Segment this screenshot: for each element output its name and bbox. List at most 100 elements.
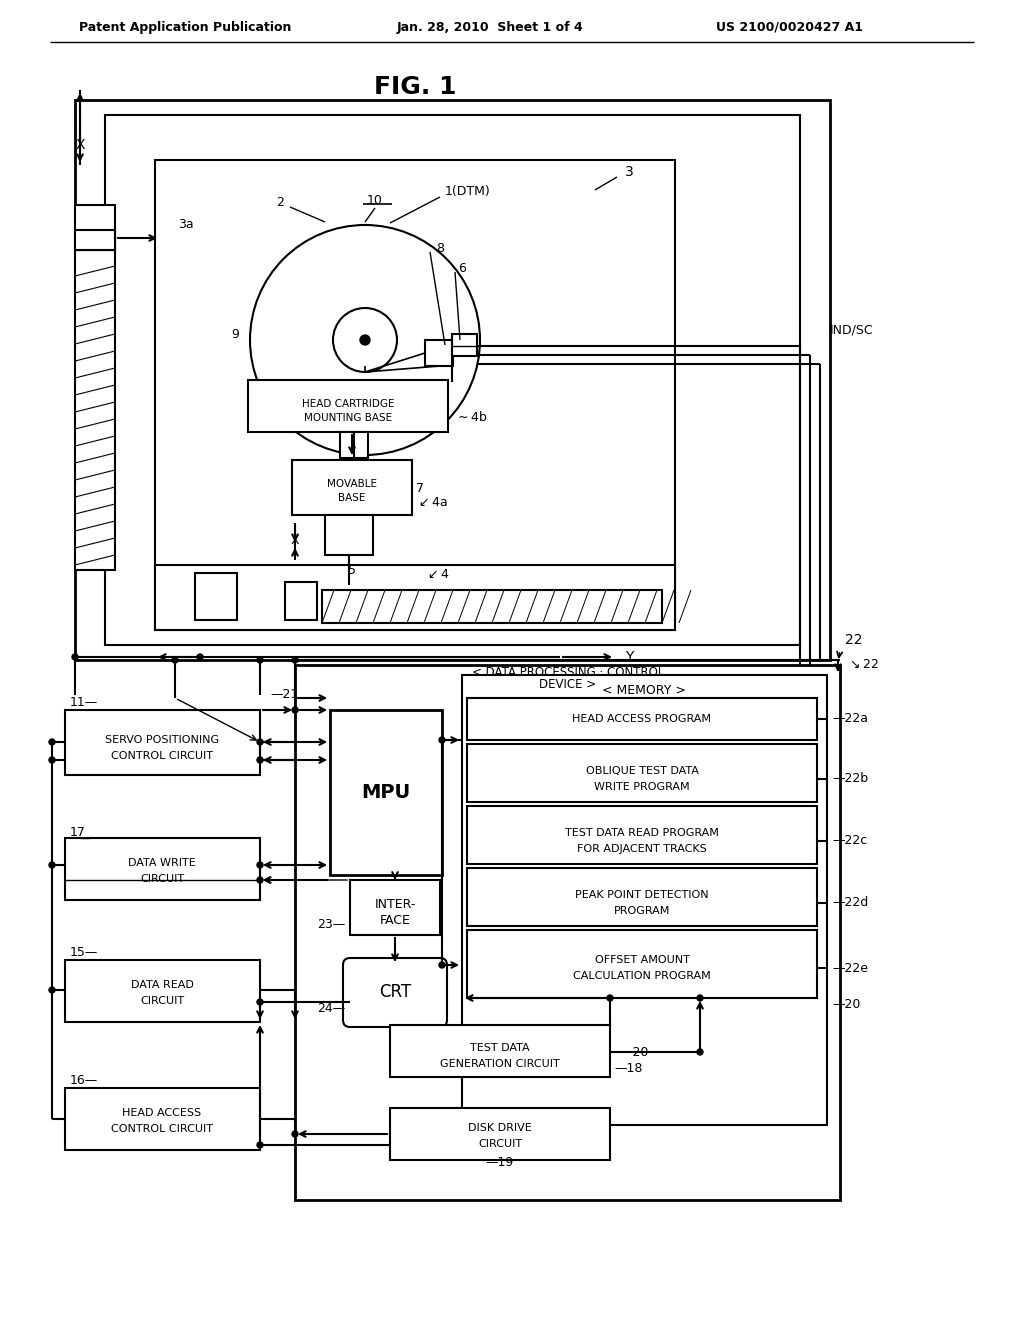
Bar [462,675,827,1125]
Bar [75,205,115,249]
Bar [467,931,817,998]
Bar [65,1088,260,1150]
Circle shape [292,657,298,663]
Circle shape [49,987,55,993]
Circle shape [292,708,298,713]
Bar [65,710,260,775]
Text: $\swarrow$4: $\swarrow$4 [425,569,450,582]
Circle shape [697,1049,703,1055]
Bar [350,880,440,935]
Text: X: X [75,139,85,152]
Text: 23—: 23— [316,917,345,931]
Text: CIRCUIT: CIRCUIT [140,874,184,884]
Text: 1(DTM): 1(DTM) [445,186,490,198]
Bar [75,100,830,660]
FancyBboxPatch shape [343,958,447,1027]
Text: 22: 22 [845,634,862,647]
Text: MOUNTING BASE: MOUNTING BASE [304,413,392,422]
Bar [467,744,817,803]
Bar [105,115,800,645]
Bar [330,710,442,875]
Bar [65,838,260,900]
Text: CONTROL CIRCUIT: CONTROL CIRCUIT [111,751,213,762]
Bar [467,807,817,865]
Text: OBLIQUE TEST DATA: OBLIQUE TEST DATA [586,766,698,776]
Circle shape [257,862,263,869]
Circle shape [257,1142,263,1148]
Bar [390,1026,610,1077]
Text: MOVABLE: MOVABLE [327,479,377,488]
Text: MPU: MPU [361,783,411,801]
Text: GENERATION CIRCUIT: GENERATION CIRCUIT [440,1059,560,1069]
Text: HEAD ACCESS: HEAD ACCESS [123,1107,202,1118]
Text: 6: 6 [458,261,466,275]
Circle shape [257,876,263,883]
Text: $\searrow$22: $\searrow$22 [847,659,879,672]
Text: 2: 2 [276,195,284,209]
Text: 9: 9 [231,329,239,342]
Text: —18: —18 [614,1061,642,1074]
Text: IND/SC: IND/SC [830,323,873,337]
Bar [285,582,317,620]
Text: —22a: —22a [831,713,868,726]
Circle shape [439,737,445,743]
Text: HEAD ACCESS PROGRAM: HEAD ACCESS PROGRAM [572,714,712,723]
Circle shape [360,335,370,345]
Text: 15—: 15— [70,945,98,958]
Circle shape [197,653,203,660]
Text: FOR ADJACENT TRACKS: FOR ADJACENT TRACKS [578,843,707,854]
Circle shape [257,739,263,744]
Bar [452,334,477,356]
Text: SERVO POSITIONING: SERVO POSITIONING [104,735,219,744]
Text: DATA WRITE: DATA WRITE [128,858,196,869]
Text: < DATA PROCESSING · CONTROL: < DATA PROCESSING · CONTROL [472,665,665,678]
Text: 16—: 16— [70,1073,98,1086]
Text: —22c: —22c [831,834,867,847]
Text: INTER-: INTER- [375,898,416,911]
Text: $\sim$4b: $\sim$4b [455,411,487,424]
Bar [325,515,373,554]
Text: WRITE PROGRAM: WRITE PROGRAM [594,781,690,792]
Text: FIG. 1: FIG. 1 [374,75,457,99]
Text: DATA READ: DATA READ [131,979,194,990]
Bar [292,459,412,515]
Text: CRT: CRT [379,983,411,1001]
Text: US 2100/0020427 A1: US 2100/0020427 A1 [717,21,863,33]
Text: —22d: —22d [831,896,868,909]
Text: —20: —20 [831,998,860,1011]
Text: 24—: 24— [316,1002,345,1015]
Circle shape [49,862,55,869]
Text: < MEMORY >: < MEMORY > [602,684,686,697]
Text: CONTROL CIRCUIT: CONTROL CIRCUIT [111,1125,213,1134]
Text: CIRCUIT: CIRCUIT [478,1139,522,1148]
Text: Jan. 28, 2010  Sheet 1 of 4: Jan. 28, 2010 Sheet 1 of 4 [396,21,584,33]
Bar [195,573,237,620]
Circle shape [49,756,55,763]
Bar [75,249,115,570]
Text: 8: 8 [436,242,444,255]
Text: 7: 7 [416,482,424,495]
Circle shape [697,995,703,1001]
Text: —20: —20 [620,1045,648,1059]
Text: 5: 5 [348,564,356,577]
Text: 11—: 11— [70,697,98,710]
Text: OFFSET AMOUNT: OFFSET AMOUNT [595,954,689,965]
Bar [467,869,817,927]
Text: 17: 17 [70,825,86,838]
Text: —22e: —22e [831,961,868,974]
Text: FACE: FACE [380,913,411,927]
Text: CIRCUIT: CIRCUIT [140,997,184,1006]
Circle shape [172,657,178,663]
Text: 10: 10 [367,194,383,206]
Text: Y: Y [625,649,634,664]
Text: TEST DATA: TEST DATA [470,1043,529,1053]
Bar [155,160,675,630]
Circle shape [257,657,263,663]
Text: HEAD CARTRIDGE: HEAD CARTRIDGE [302,399,394,409]
Bar [155,565,675,630]
Text: 3a: 3a [178,219,194,231]
Circle shape [49,739,55,744]
Bar [295,665,840,1200]
Bar [390,1107,610,1160]
Text: —22b: —22b [831,772,868,785]
